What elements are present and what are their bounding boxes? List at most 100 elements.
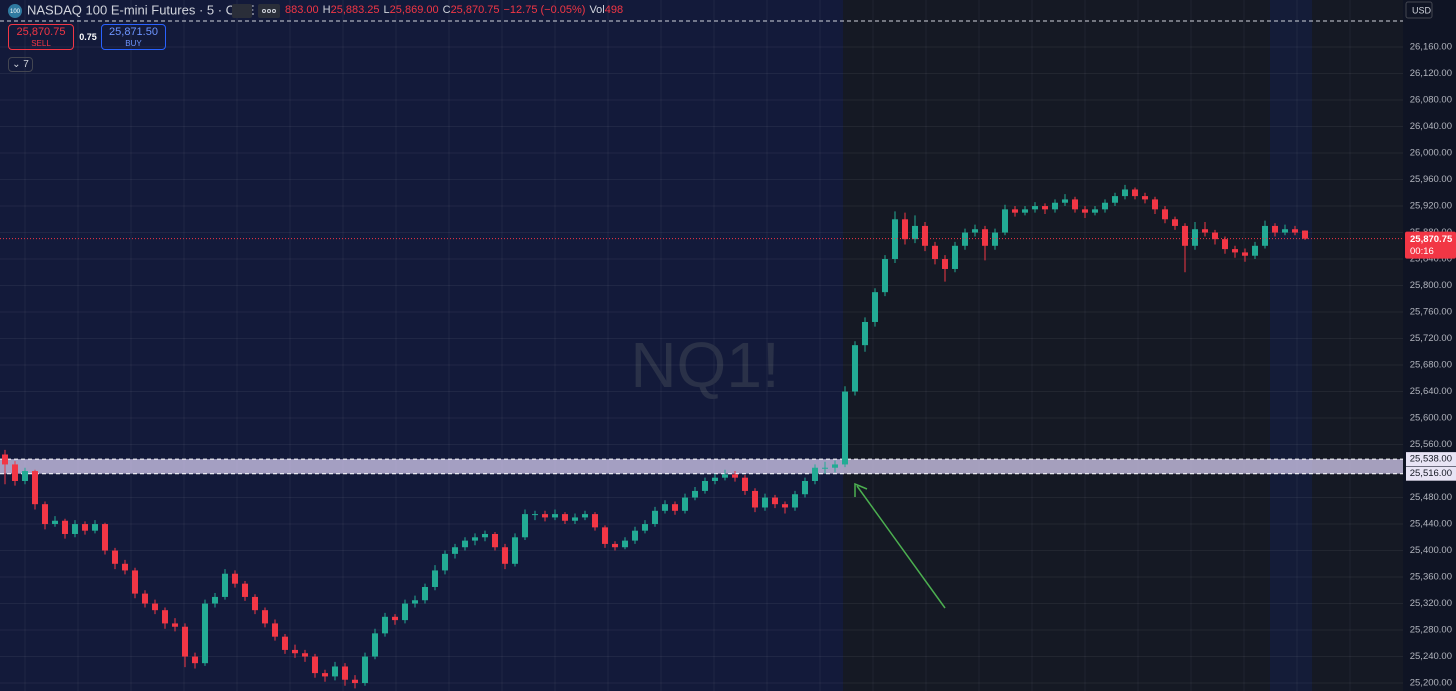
candle-body bbox=[152, 603, 158, 611]
ohlc-value: 25,870.75 bbox=[450, 4, 500, 16]
ohlc-label: H bbox=[322, 4, 331, 16]
candle-body bbox=[662, 504, 668, 511]
candle-body bbox=[1152, 199, 1158, 210]
candle-body bbox=[882, 259, 888, 293]
y-tick-label: 25,320.00 bbox=[1410, 598, 1452, 609]
candle-body bbox=[522, 514, 528, 538]
candle-body bbox=[412, 600, 418, 604]
y-tick-label: 25,280.00 bbox=[1410, 625, 1452, 636]
candle-body bbox=[102, 524, 108, 551]
candle-body bbox=[1252, 245, 1258, 256]
candle-body bbox=[302, 653, 308, 657]
candle-body bbox=[1272, 225, 1278, 233]
y-tick-label: 26,160.00 bbox=[1410, 42, 1452, 53]
candle-body bbox=[922, 225, 928, 246]
candle-body bbox=[562, 514, 568, 521]
candle-body bbox=[42, 504, 48, 525]
candle-body bbox=[182, 626, 188, 657]
candle-body bbox=[1162, 209, 1168, 220]
y-tick-label: 25,640.00 bbox=[1410, 386, 1452, 397]
last-price-label: 25,870.75 bbox=[1410, 234, 1453, 245]
ohlc-label: Vol bbox=[589, 4, 605, 16]
y-tick-label: 25,480.00 bbox=[1410, 492, 1452, 503]
candle-body bbox=[1032, 206, 1038, 210]
y-tick-label: 26,120.00 bbox=[1410, 68, 1452, 79]
candle-body bbox=[422, 586, 428, 601]
candle-body bbox=[272, 623, 278, 637]
candle-body bbox=[192, 656, 198, 664]
candle-body bbox=[1042, 206, 1048, 210]
candle-body bbox=[622, 540, 628, 548]
candle-body bbox=[112, 550, 118, 564]
ohlc-label: C bbox=[442, 4, 451, 16]
sell-label: SELL bbox=[31, 39, 51, 48]
candle-body bbox=[1022, 209, 1028, 213]
candle-body bbox=[692, 490, 698, 498]
buy-label: BUY bbox=[125, 39, 142, 48]
candle-body bbox=[682, 497, 688, 511]
ohlc-value: 25,883.25 bbox=[330, 4, 380, 16]
y-tick-label: 25,440.00 bbox=[1410, 519, 1452, 530]
y-tick-label: 25,720.00 bbox=[1410, 333, 1452, 344]
y-tick-label: 25,560.00 bbox=[1410, 439, 1452, 450]
candle-body bbox=[712, 477, 718, 481]
currency: USD bbox=[1412, 5, 1432, 15]
candle-body bbox=[642, 524, 648, 531]
candle-body bbox=[372, 633, 378, 657]
candle-body bbox=[792, 494, 798, 508]
indicators-count: 7 bbox=[23, 59, 29, 70]
sell-button[interactable]: 25,870.75 SELL bbox=[8, 24, 74, 50]
candle-body bbox=[282, 636, 288, 650]
candle-body bbox=[762, 497, 768, 508]
y-tick-label: 25,960.00 bbox=[1410, 174, 1452, 185]
arrow-head bbox=[854, 482, 868, 497]
ohlc-label: L bbox=[383, 4, 390, 16]
candle-body bbox=[1302, 230, 1308, 239]
candle-body bbox=[1082, 209, 1088, 213]
candle-body bbox=[542, 514, 548, 518]
candle-body bbox=[432, 570, 438, 587]
y-tick-label: 25,600.00 bbox=[1410, 413, 1452, 424]
spread: 0.75 bbox=[79, 32, 97, 42]
candle-body bbox=[1192, 229, 1198, 246]
currency-box bbox=[1405, 1, 1433, 19]
candle-body bbox=[242, 583, 248, 597]
icon[interactable] bbox=[232, 4, 252, 18]
candle-body bbox=[212, 596, 218, 604]
candle-body bbox=[1112, 196, 1118, 203]
y-tick-label: 26,080.00 bbox=[1410, 95, 1452, 106]
ohlc-value: −12.75 (−0.05%) bbox=[503, 4, 586, 16]
candle-body bbox=[832, 464, 838, 468]
arrow bbox=[856, 485, 946, 609]
y-tick-label: 25,840.00 bbox=[1410, 254, 1452, 265]
candle-body bbox=[462, 540, 468, 548]
candle-body bbox=[1092, 209, 1098, 213]
candle-body bbox=[482, 533, 488, 538]
sell-price: 25,870.75 bbox=[16, 26, 66, 38]
y-tick-label: 25,240.00 bbox=[1410, 651, 1452, 662]
icon[interactable] bbox=[258, 4, 280, 18]
candle-body bbox=[532, 514, 538, 516]
zone-axis-label: 25,516.00 bbox=[1410, 468, 1452, 479]
buy-button[interactable]: 25,871.50 BUY bbox=[101, 24, 166, 50]
candle-body bbox=[1002, 209, 1008, 233]
candle-body bbox=[1132, 189, 1138, 197]
watermark: NQ1! bbox=[630, 329, 779, 401]
candle-body bbox=[852, 345, 858, 392]
candle-body bbox=[592, 514, 598, 528]
candle-body bbox=[32, 471, 38, 505]
candle-body bbox=[702, 480, 708, 491]
candle-body bbox=[932, 245, 938, 260]
candle-body bbox=[842, 391, 848, 465]
candle-body bbox=[1202, 229, 1208, 233]
indicators-toggle[interactable]: ⌄ 7 bbox=[8, 57, 33, 72]
candle-body bbox=[1102, 202, 1108, 210]
candle-body bbox=[582, 514, 588, 518]
candle-body bbox=[652, 510, 658, 525]
candle-body bbox=[802, 480, 808, 495]
candle-body bbox=[1282, 229, 1288, 233]
candle-body bbox=[752, 490, 758, 508]
candle-body bbox=[82, 524, 88, 531]
candle-body bbox=[332, 666, 338, 677]
y-tick-label: 25,920.00 bbox=[1410, 201, 1452, 212]
